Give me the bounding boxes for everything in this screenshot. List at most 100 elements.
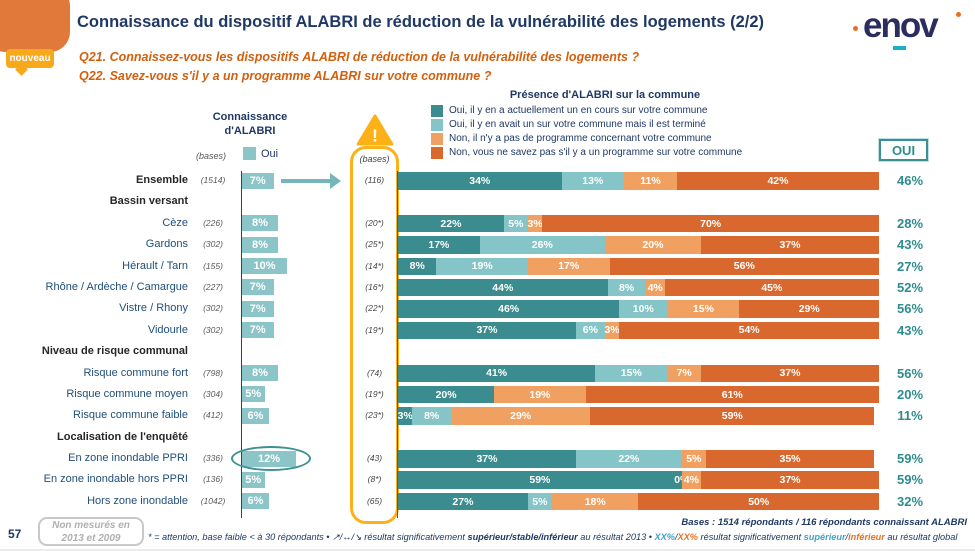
stacked-bar: 59%0%4%37% [398,471,879,489]
footnote-slash2: / [845,532,849,542]
section-row-bassin-versant: Bassin versant [0,191,975,212]
oui-total-column-header: OUI [879,139,928,161]
bar-segment: 15% [595,364,668,383]
oui-column-header: Oui [243,147,278,160]
bar-segment: 6% [575,321,605,340]
warning-icon: ! [356,114,394,146]
bar-segment: 61% [585,385,879,404]
data-row-en-zone-inondable-ppri: En zone inondable PPRI (336) 12% (43) 37% 22%… [0,446,975,472]
row-base-connaissant: (43) [366,453,383,464]
oui-total: 56% [896,365,924,381]
legend-swatch-oui-en-cours [431,104,443,117]
data-row-vistre-rhony: Vistre / Rhony (302) 7% (22*) 46% 10% 15% 29% 56… [0,298,975,319]
svg-text:!: ! [372,125,378,145]
row-label: Cèze [162,216,188,229]
bar-segment: 45% [664,278,879,297]
row-label: Vistre / Rhony [119,302,188,315]
oui-total: 11% [897,408,923,424]
bar-segment: 8% [607,278,646,297]
legend-swatch-non-pas-programme [431,132,443,145]
bar-segment: 17% [398,236,480,254]
bar-segment: 11% [624,172,677,190]
arrow-line [281,179,332,183]
row-base-connaissant: (116) [364,175,385,185]
bar-segment: 7% [667,364,701,383]
enov-logo: enov [853,6,961,52]
stacked-bar: 8% 19% 17% 56% [398,257,879,276]
footnote-bold: supérieur/stable/inférieur [467,532,578,542]
row-base: (227) [203,281,223,292]
stacked-bar: 46% 10% 15% 29% [398,300,879,318]
data-row-risque-commune-faible: Risque commune faible (412) 6% (23*) 3% 8% 29%… [0,405,975,426]
oui-bar: 7% [242,322,274,339]
oui-bar: 8% [242,236,278,253]
row-label: Vidourle [147,323,188,336]
logo-dot-right [956,12,961,17]
footnote-xx-superieur: XX% [654,532,675,542]
oui-total: 20% [896,386,924,402]
row-label: Ensemble [136,174,188,186]
connaissance-column-header: Connaissance d'ALABRI [185,110,315,139]
bar-segment: 34% [398,172,562,190]
row-label: En zone inondable hors PPRI [43,473,188,486]
footnote-end: au résultat global [884,532,958,542]
row-label: Gardons [145,238,188,251]
oui-bar: 5% [242,471,265,488]
bar-segment: 35% [705,450,875,468]
bar-segment: 41% [398,364,596,383]
oui-bar: 8% [242,215,278,232]
row-label: Hors zone inondable [87,494,188,507]
bar-segment: 5% [527,492,552,511]
data-row-risque-commune-fort: Risque commune fort (798) 8% (74) 41% 15% 7% 37… [0,363,975,384]
row-base-connaissant: (14*) [365,260,384,271]
row-base: (336) [203,453,223,464]
oui-total: 52% [896,279,924,295]
row-base: (1514) [200,175,226,185]
oui-total: 28% [896,215,924,231]
corner-decoration [0,0,70,52]
bar-segment: 29% [739,300,879,318]
bottom-divider [0,549,975,551]
legend-item: Non, vous ne savez pas s'il y a un progr… [431,146,742,159]
row-base-connaissant: (19*) [365,324,384,335]
legend-label: Oui, il y en a actuellement un en cours … [449,105,708,116]
oui-total: 27% [896,258,924,274]
oui-total: 59% [896,451,924,467]
stacked-bar: 37% 22% 5% 35% [398,450,879,468]
oui-bar: 10% [242,258,287,275]
stacked-bar: 20% 19% 61% [398,385,879,404]
highlight-ellipse [231,446,311,472]
legend-label: Non, vous ne savez pas s'il y a un progr… [449,147,743,158]
footnote-xx-inferieur: XX% [677,532,698,542]
bar-segment: 5% [681,450,706,468]
chart-rows: Ensemble (1514) 7% (116) 34% 13% 11% 42% 46% Bass… [0,170,975,512]
legend-title: Présence d'ALABRI sur la commune [509,89,701,101]
bar-segment: 37% [701,471,879,489]
oui-total: 59% [896,472,924,488]
bar-segment: 26% [479,236,605,254]
stacked-bar: 37% 6% 3% 54% [398,321,879,340]
nouveau-badge: nouveau [6,49,54,68]
stacked-bar: 22% 5% 3% 70% [398,214,879,233]
oui-bar-axis-line [241,171,242,518]
row-base-connaissant: (65) [366,495,383,506]
data-row-hors-zone-inondable: Hors zone inondable (1042) 6% (65) 27% 5% 18% 5… [0,491,975,512]
bar-segment: 8% [412,407,451,425]
row-base-connaissant: (22*) [365,303,384,314]
oui-bar: 8% [242,365,278,382]
stacked-bar: 41% 15% 7% 37% [398,364,879,383]
row-label: Niveau de risque communal [41,345,188,358]
footnote-mid2: au résultat 2013 • [577,532,655,542]
row-base-connaissant: (19*) [365,388,384,399]
connaissance-header-line1: Connaissance [212,111,288,123]
data-row-c-ze: Cèze (226) 8% (20*) 22% 5% 3% 70% 28% [0,213,975,234]
row-base-connaissant: (74) [366,367,383,378]
bar-segment: 22% [398,214,504,233]
bar-segment: 44% [398,278,608,297]
bar-segment: 17% [527,257,610,276]
bar-segment: 37% [701,364,879,383]
logo-dot-left [853,26,858,31]
row-base: (304) [203,388,223,399]
legend-item: Oui, il y en a actuellement un en cours … [431,104,707,117]
